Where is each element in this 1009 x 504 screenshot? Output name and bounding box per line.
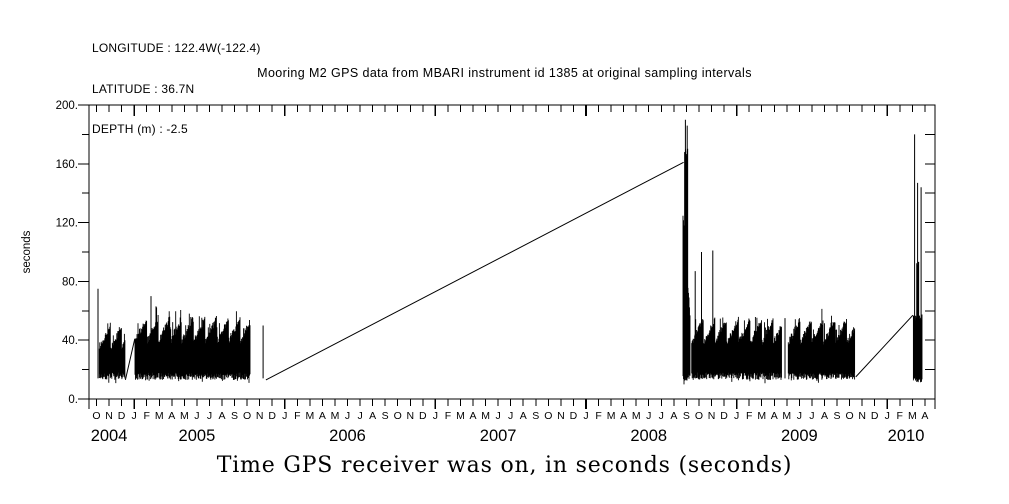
month-tick-label: M — [331, 410, 340, 422]
month-tick-label: O — [544, 410, 552, 422]
year-label: 2007 — [480, 427, 517, 445]
month-tick-label: A — [219, 410, 226, 422]
month-tick-label: J — [207, 410, 212, 422]
month-tick-label: J — [659, 410, 664, 422]
month-tick-label: A — [821, 410, 828, 422]
month-tick-label: M — [155, 410, 164, 422]
month-tick-label: O — [394, 410, 402, 422]
month-tick-label: J — [194, 410, 199, 422]
month-tick-label: J — [357, 410, 362, 422]
data-series-band — [98, 148, 923, 385]
month-tick-label: S — [231, 410, 238, 422]
x-axis-title: Time GPS receiver was on, in seconds (se… — [216, 453, 793, 478]
month-tick-label: J — [797, 410, 802, 422]
month-tick-label: J — [734, 410, 739, 422]
month-tick-label: D — [118, 410, 126, 422]
month-tick-label: J — [282, 410, 287, 422]
latitude-label: LATITUDE : 36.7N — [92, 81, 195, 96]
data-series-path — [97, 119, 922, 381]
y-axis-label: seconds — [21, 230, 33, 273]
month-tick-label: D — [419, 410, 427, 422]
month-tick-label: J — [496, 410, 501, 422]
month-tick-label: N — [858, 410, 866, 422]
month-tick-label: J — [433, 410, 438, 422]
month-tick-label: M — [305, 410, 314, 422]
month-tick-label: S — [382, 410, 389, 422]
y-tick-label: 0. — [68, 394, 78, 406]
year-label: 2008 — [630, 427, 667, 445]
month-tick-label: A — [319, 410, 326, 422]
month-tick-label: J — [132, 410, 137, 422]
month-tick-label: D — [720, 410, 728, 422]
month-tick-label: A — [520, 410, 527, 422]
month-tick-label: F — [445, 410, 451, 422]
month-tick-label: F — [897, 410, 903, 422]
month-tick-label: A — [620, 410, 627, 422]
month-tick-label: M — [757, 410, 766, 422]
year-label: 2005 — [179, 427, 216, 445]
month-tick-label: J — [646, 410, 651, 422]
month-tick-label: A — [168, 410, 175, 422]
month-tick-label: J — [809, 410, 814, 422]
month-tick-label: J — [508, 410, 513, 422]
month-tick-label: M — [632, 410, 641, 422]
month-tick-label: S — [683, 410, 690, 422]
month-tick-label: A — [921, 410, 928, 422]
y-tick-label: 120. — [56, 218, 78, 230]
month-tick-label: M — [180, 410, 189, 422]
month-tick-label: D — [871, 410, 879, 422]
month-tick-label: M — [908, 410, 917, 422]
month-tick-label: F — [294, 410, 300, 422]
month-tick-label: S — [834, 410, 841, 422]
month-tick-label: J — [583, 410, 588, 422]
month-tick-label: N — [105, 410, 113, 422]
month-tick-label: O — [695, 410, 703, 422]
month-tick-label: A — [670, 410, 677, 422]
month-tick-label: M — [481, 410, 490, 422]
month-tick-label: M — [456, 410, 465, 422]
month-tick-label: A — [369, 410, 376, 422]
month-tick-label: A — [771, 410, 778, 422]
year-label: 2010 — [888, 427, 925, 445]
month-tick-label: J — [345, 410, 350, 422]
chart-title: Mooring M2 GPS data from MBARI instrumen… — [257, 66, 752, 80]
y-tick-label: 200. — [56, 100, 78, 112]
month-tick-label: O — [243, 410, 251, 422]
longitude-label: LONGITUDE : 122.4W(-122.4) — [92, 41, 261, 55]
month-tick-label: N — [406, 410, 414, 422]
month-tick-label: O — [92, 410, 100, 422]
month-tick-label: F — [143, 410, 149, 422]
month-tick-label: D — [268, 410, 276, 422]
month-tick-label: F — [746, 410, 752, 422]
month-tick-label: N — [557, 410, 565, 422]
year-label: 2006 — [329, 427, 366, 445]
month-tick-label: S — [532, 410, 539, 422]
month-tick-label: M — [607, 410, 616, 422]
y-tick-label: 80. — [62, 276, 78, 288]
year-label: 2004 — [91, 427, 128, 445]
depth-label: DEPTH (m) : -2.5 — [92, 122, 188, 136]
month-tick-label: O — [845, 410, 853, 422]
month-tick-label: D — [570, 410, 578, 422]
month-tick-label: F — [595, 410, 601, 422]
data-series-layer — [97, 119, 923, 385]
y-tick-label: 40. — [62, 335, 78, 347]
year-label: 2009 — [781, 427, 818, 445]
month-tick-label: N — [708, 410, 716, 422]
month-tick-label: A — [470, 410, 477, 422]
month-tick-label: M — [782, 410, 791, 422]
y-tick-label: 160. — [56, 159, 78, 171]
month-tick-label: J — [885, 410, 890, 422]
month-tick-label: N — [256, 410, 264, 422]
station-metadata: LONGITUDE : 122.4W(-122.4) LATITUDE : 36… — [92, 15, 261, 150]
